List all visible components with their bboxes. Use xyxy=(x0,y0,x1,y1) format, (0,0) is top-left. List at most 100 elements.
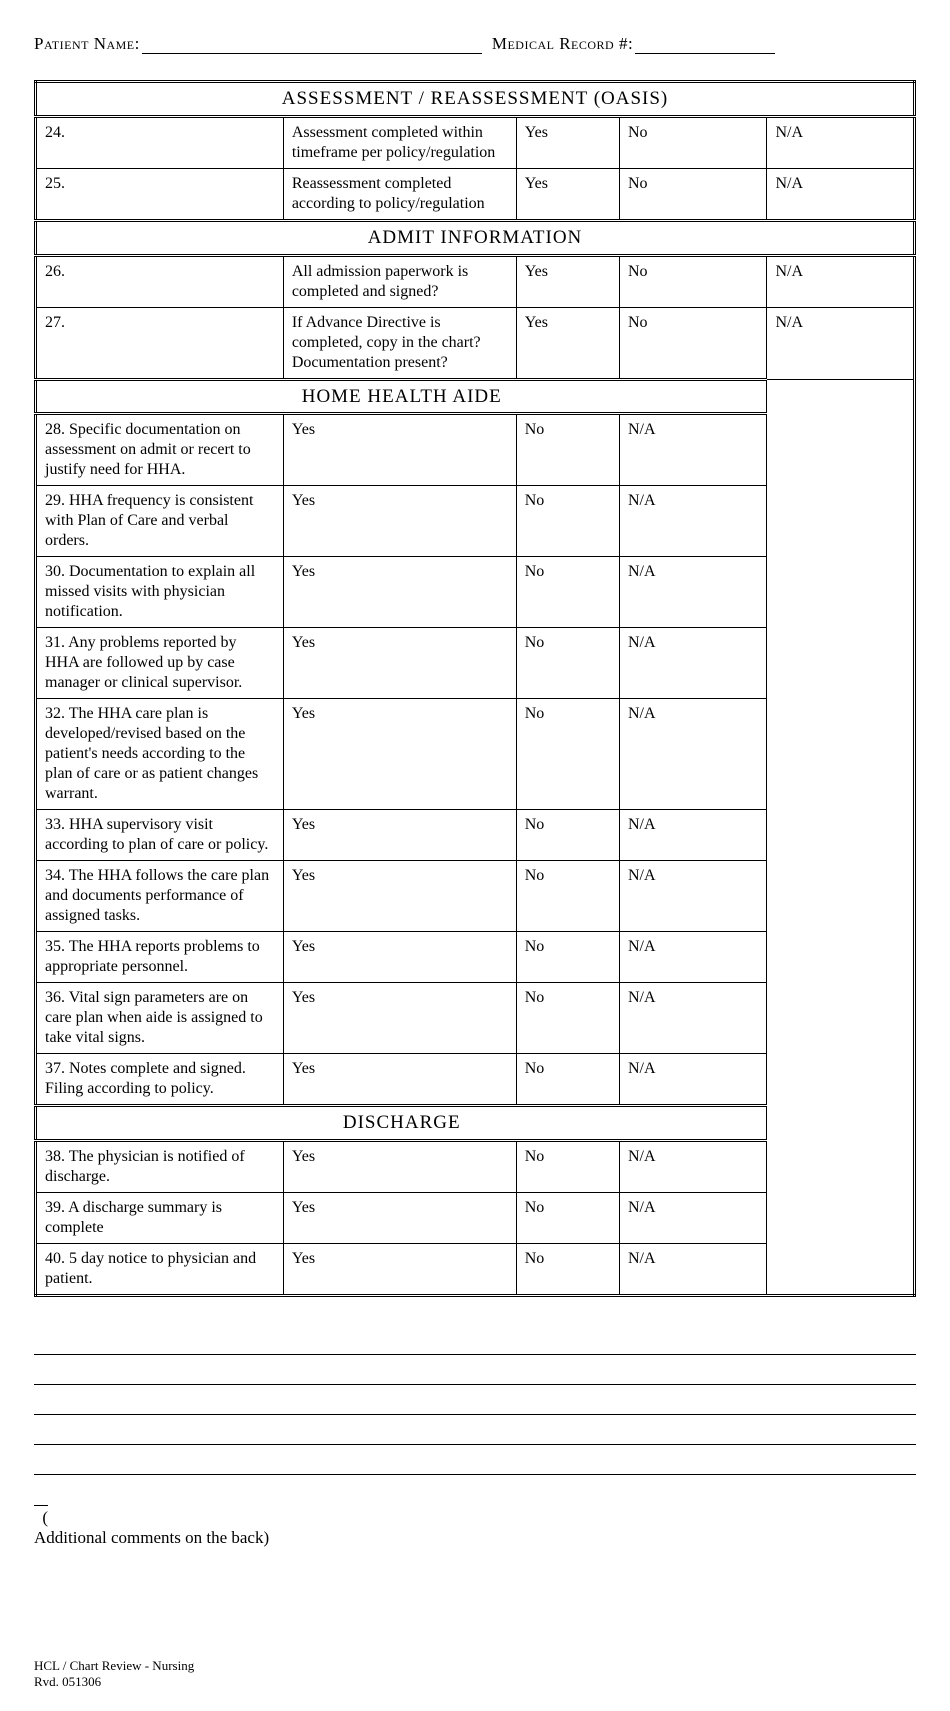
yes-option[interactable]: Yes xyxy=(516,168,619,220)
na-option[interactable]: N/A xyxy=(767,116,915,168)
yes-option[interactable]: Yes xyxy=(283,1193,516,1244)
row-question: 40. 5 day notice to physician and patien… xyxy=(36,1244,284,1296)
na-option[interactable]: N/A xyxy=(619,699,767,810)
no-option[interactable]: No xyxy=(516,1141,619,1193)
no-option[interactable]: No xyxy=(516,486,619,557)
no-option[interactable]: No xyxy=(516,628,619,699)
yes-option[interactable]: Yes xyxy=(283,983,516,1054)
na-option[interactable]: N/A xyxy=(619,628,767,699)
na-option[interactable]: N/A xyxy=(767,255,915,307)
row-number: 26. xyxy=(36,255,284,307)
footer-line-1: HCL / Chart Review - Nursing xyxy=(34,1658,916,1674)
table-row: 24.Assessment completed within timeframe… xyxy=(36,116,915,168)
table-row: 31. Any problems reported by HHA are fol… xyxy=(36,628,915,699)
yes-option[interactable]: Yes xyxy=(283,810,516,861)
no-option[interactable]: No xyxy=(516,983,619,1054)
no-option[interactable]: No xyxy=(619,168,767,220)
na-option[interactable]: N/A xyxy=(619,810,767,861)
no-option[interactable]: No xyxy=(516,1054,619,1106)
na-option[interactable]: N/A xyxy=(619,861,767,932)
na-option[interactable]: N/A xyxy=(619,983,767,1054)
row-question: 35. The HHA reports problems to appropri… xyxy=(36,932,284,983)
additional-paren: ( xyxy=(34,1505,48,1528)
section-header: DISCHARGE xyxy=(36,1106,767,1141)
row-question: 34. The HHA follows the care plan and do… xyxy=(36,861,284,932)
comment-line[interactable] xyxy=(34,1355,916,1385)
yes-option[interactable]: Yes xyxy=(283,699,516,810)
table-row: 26.All admission paperwork is completed … xyxy=(36,255,915,307)
table-row: 25.Reassessment completed according to p… xyxy=(36,168,915,220)
na-option[interactable]: N/A xyxy=(619,1244,767,1296)
table-row: 37. Notes complete and signed. Filing ac… xyxy=(36,1054,915,1106)
table-row: 29. HHA frequency is consistent with Pla… xyxy=(36,486,915,557)
na-option[interactable]: N/A xyxy=(619,486,767,557)
comment-line[interactable] xyxy=(34,1385,916,1415)
table-row: 27.If Advance Directive is completed, co… xyxy=(36,307,915,379)
page: Patient Name: Medical Record #: ASSESSME… xyxy=(0,0,950,1711)
medical-record-field: Medical Record #: xyxy=(492,34,775,54)
na-option[interactable]: N/A xyxy=(767,307,915,379)
no-option[interactable]: No xyxy=(516,861,619,932)
row-question: 31. Any problems reported by HHA are fol… xyxy=(36,628,284,699)
no-option[interactable]: No xyxy=(516,810,619,861)
patient-name-field: Patient Name: xyxy=(34,34,482,54)
row-question: 38. The physician is notified of dischar… xyxy=(36,1141,284,1193)
patient-name-input[interactable] xyxy=(142,35,482,54)
yes-option[interactable]: Yes xyxy=(516,255,619,307)
table-row: 40. 5 day notice to physician and patien… xyxy=(36,1244,915,1296)
na-option[interactable]: N/A xyxy=(619,1141,767,1193)
row-number: 25. xyxy=(36,168,284,220)
row-question: 39. A discharge summary is complete xyxy=(36,1193,284,1244)
row-question: 30. Documentation to explain all missed … xyxy=(36,557,284,628)
yes-option[interactable]: Yes xyxy=(283,414,516,486)
comment-lines: ( Additional comments on the back) xyxy=(34,1325,916,1548)
no-option[interactable]: No xyxy=(516,557,619,628)
yes-option[interactable]: Yes xyxy=(283,1054,516,1106)
comment-line[interactable] xyxy=(34,1415,916,1445)
no-option[interactable]: No xyxy=(619,116,767,168)
row-question: Assessment completed within timeframe pe… xyxy=(283,116,516,168)
row-question: 37. Notes complete and signed. Filing ac… xyxy=(36,1054,284,1106)
no-option[interactable]: No xyxy=(516,1244,619,1296)
yes-option[interactable]: Yes xyxy=(283,1141,516,1193)
na-option[interactable]: N/A xyxy=(619,1193,767,1244)
yes-option[interactable]: Yes xyxy=(283,1244,516,1296)
yes-option[interactable]: Yes xyxy=(516,307,619,379)
row-question: 36. Vital sign parameters are on care pl… xyxy=(36,983,284,1054)
row-number: 27. xyxy=(36,307,284,379)
yes-option[interactable]: Yes xyxy=(283,557,516,628)
comment-line[interactable] xyxy=(34,1445,916,1475)
na-option[interactable]: N/A xyxy=(619,557,767,628)
na-option[interactable]: N/A xyxy=(619,1054,767,1106)
header-row: Patient Name: Medical Record #: xyxy=(34,34,916,54)
medical-record-label: Medical Record #: xyxy=(492,34,635,54)
section-header: HOME HEALTH AIDE xyxy=(36,379,767,414)
no-option[interactable]: No xyxy=(516,932,619,983)
table-row: 34. The HHA follows the care plan and do… xyxy=(36,861,915,932)
patient-name-label: Patient Name: xyxy=(34,34,142,54)
row-question: 29. HHA frequency is consistent with Pla… xyxy=(36,486,284,557)
yes-option[interactable]: Yes xyxy=(283,628,516,699)
yes-option[interactable]: Yes xyxy=(283,932,516,983)
table-row: 33. HHA supervisory visit according to p… xyxy=(36,810,915,861)
no-option[interactable]: No xyxy=(619,255,767,307)
footer: HCL / Chart Review - Nursing Rvd. 051306 xyxy=(34,1658,916,1691)
table-row: 39. A discharge summary is completeYesNo… xyxy=(36,1193,915,1244)
table-row: 30. Documentation to explain all missed … xyxy=(36,557,915,628)
no-option[interactable]: No xyxy=(516,699,619,810)
medical-record-input[interactable] xyxy=(635,35,775,54)
additional-comments-row: ( xyxy=(34,1505,916,1528)
yes-option[interactable]: Yes xyxy=(283,486,516,557)
comment-line[interactable] xyxy=(34,1325,916,1355)
yes-option[interactable]: Yes xyxy=(283,861,516,932)
na-option[interactable]: N/A xyxy=(619,414,767,486)
section-header: ASSESSMENT / REASSESSMENT (OASIS) xyxy=(36,82,915,117)
yes-option[interactable]: Yes xyxy=(516,116,619,168)
no-option[interactable]: No xyxy=(619,307,767,379)
na-option[interactable]: N/A xyxy=(767,168,915,220)
table-row: 28. Specific documentation on assessment… xyxy=(36,414,915,486)
no-option[interactable]: No xyxy=(516,1193,619,1244)
no-option[interactable]: No xyxy=(516,414,619,486)
table-row: 36. Vital sign parameters are on care pl… xyxy=(36,983,915,1054)
na-option[interactable]: N/A xyxy=(619,932,767,983)
